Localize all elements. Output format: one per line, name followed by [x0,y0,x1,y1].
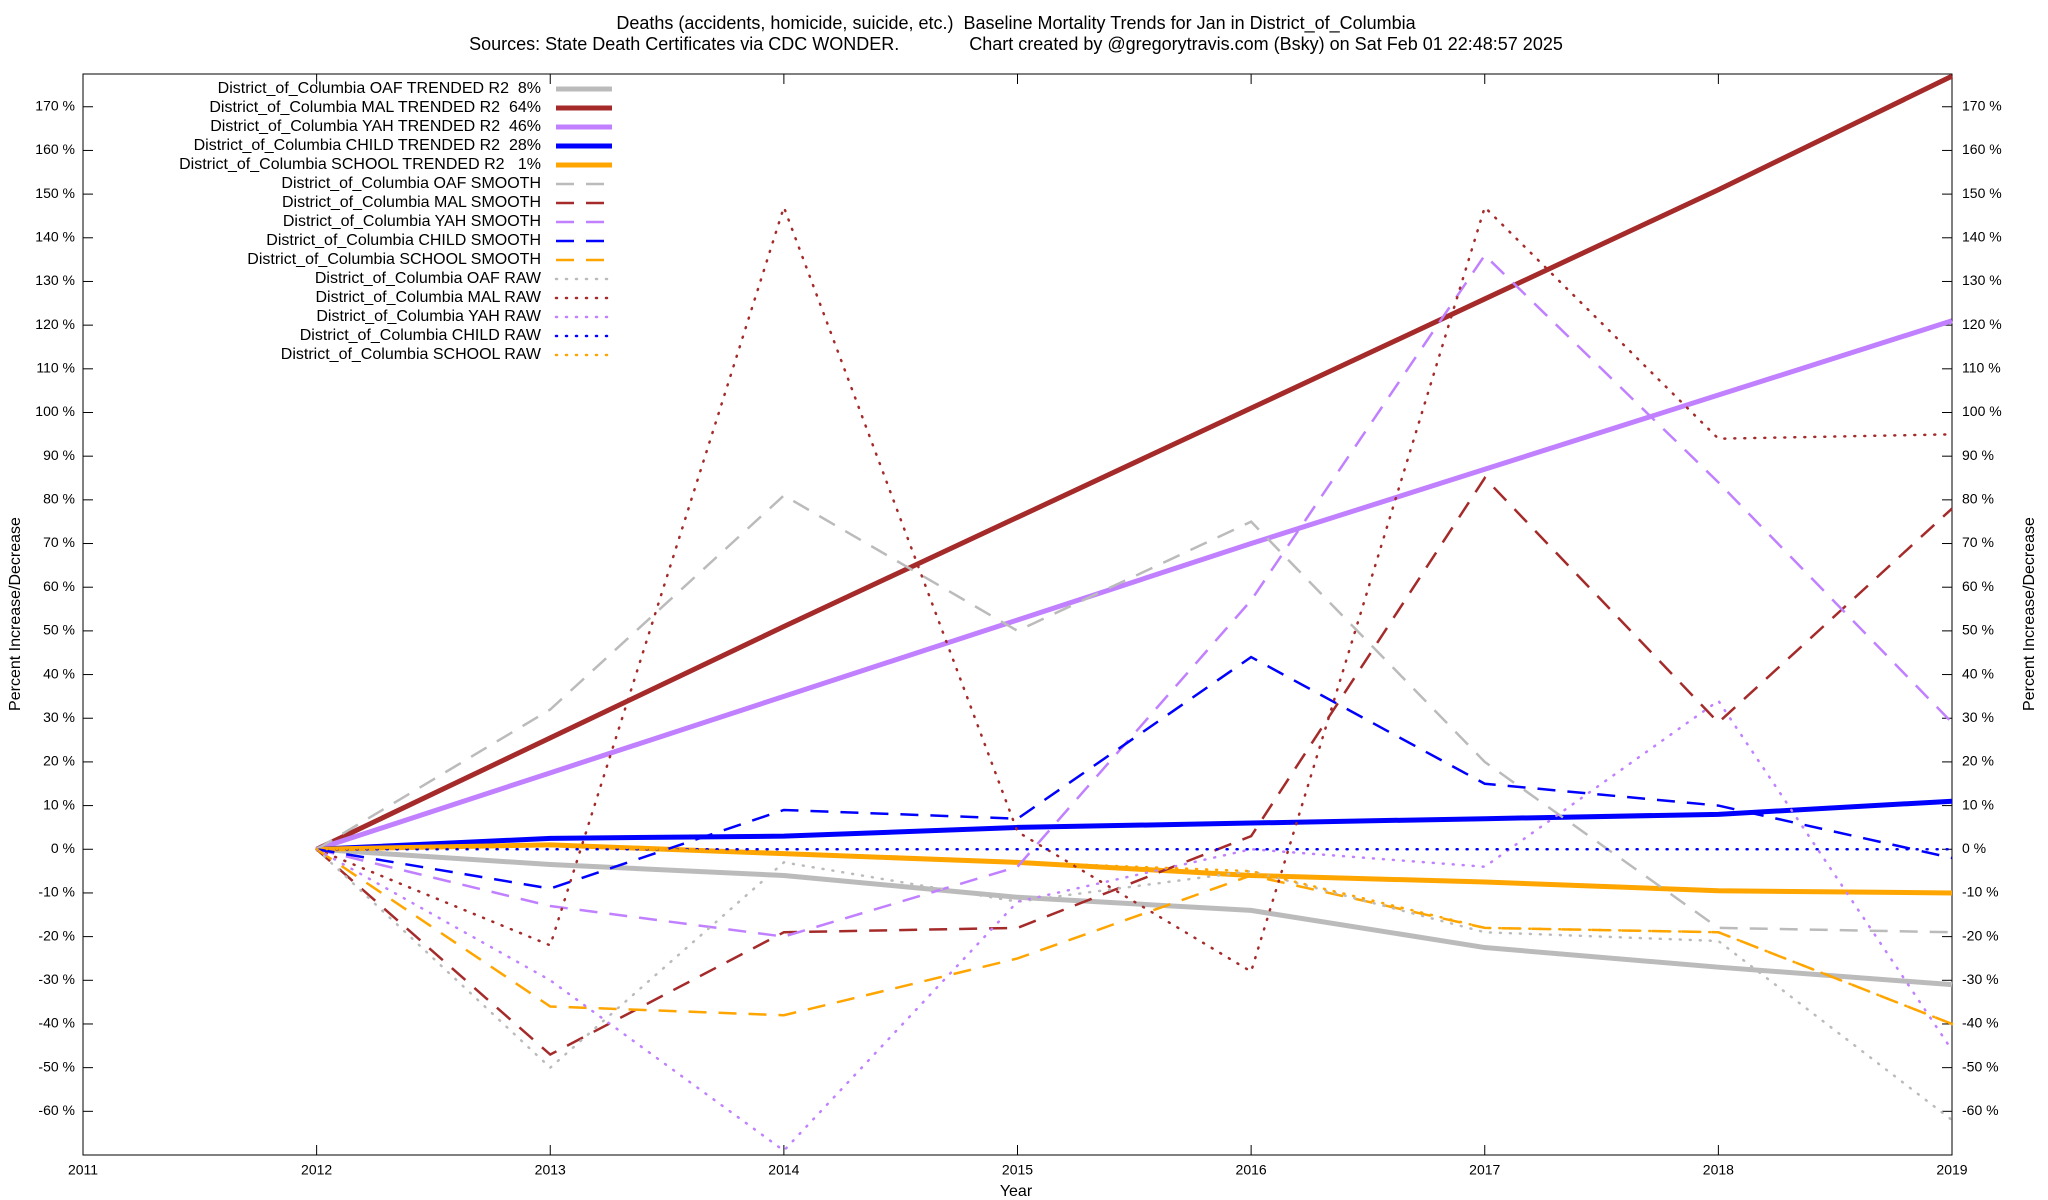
y-tick-label: 140 % [35,228,75,244]
y-tick-label: 0 % [51,840,75,856]
x-axis-label: Year [1000,1183,1033,1200]
y2-tick-label: 50 % [1962,622,1994,638]
series-line [315,318,1953,852]
y2-tick-label: 80 % [1962,491,1994,507]
series-line [316,798,1953,852]
series-line [315,493,1953,934]
y2-tick-label: 140 % [1962,228,2002,244]
y-tick-label: -60 % [38,1102,75,1118]
chart-title: Deaths (accidents, homicide, suicide, et… [616,13,1416,34]
series-line [316,846,1953,988]
x-tick-label: 2016 [1236,1162,1267,1178]
y2-tick-label: 160 % [1962,141,2002,157]
y2-tick-label: -60 % [1962,1102,1999,1118]
y-tick-label: 60 % [43,578,75,594]
x-tick-label: 2014 [768,1162,799,1178]
y2-tick-label: 150 % [1962,185,2002,201]
y2-tick-label: -50 % [1962,1058,1999,1074]
y2-tick-label: 90 % [1962,447,1994,463]
y2-tick-label: 0 % [1962,840,1986,856]
y-tick-label: -50 % [38,1058,75,1074]
series-line [315,843,1954,1026]
y-tick-label: 90 % [43,447,75,463]
x-tick-label: 2015 [1002,1162,1033,1178]
y2-tick-label: 110 % [1962,360,2001,376]
y2-tick-label: 130 % [1962,272,2002,288]
chart-subtitle: Sources: State Death Certificates via CD… [469,34,1563,54]
x-tick-label: 2019 [1936,1162,1967,1178]
legend-label: District_of_Columbia MAL TRENDED R2 64% [209,99,541,116]
legend-label: District_of_Columbia SCHOOL TRENDED R2 1… [179,156,541,173]
y-tick-label: 130 % [35,272,75,288]
series-line [315,203,1954,974]
y2-axis-label: Percent Increase/Decrease [2021,517,2038,711]
y-tick-label: 40 % [43,665,75,681]
y-tick-label: -10 % [38,884,75,900]
y-tick-label: 80 % [43,491,75,507]
y-tick-label: -30 % [38,971,75,987]
y2-tick-label: -30 % [1962,971,1999,987]
legend-label: District_of_Columbia YAH SMOOTH [283,213,541,230]
legend-label: District_of_Columbia SCHOOL SMOOTH [247,251,541,268]
y2-tick-label: 20 % [1962,753,1994,769]
y-tick-label: 30 % [43,709,75,725]
legend-label: District_of_Columbia MAL RAW [315,289,541,306]
x-tick-label: 2013 [535,1162,566,1178]
y2-tick-label: 40 % [1962,665,1994,681]
series-line [316,253,1953,938]
legend-label: District_of_Columbia CHILD RAW [300,327,542,344]
legend-label: District_of_Columbia OAF SMOOTH [281,175,541,192]
y2-tick-label: 170 % [1962,97,2002,113]
y-tick-label: 70 % [43,534,75,550]
y2-tick-label: 60 % [1962,578,1994,594]
x-tick-label: 2017 [1469,1162,1500,1178]
y-tick-label: -40 % [38,1015,75,1031]
series-line [316,842,1953,896]
legend-label: District_of_Columbia CHILD SMOOTH [266,232,541,249]
y2-tick-label: -20 % [1962,927,1999,943]
legend-label: District_of_Columbia OAF RAW [315,270,542,287]
y-tick-label: 20 % [43,753,75,769]
y-tick-label: 100 % [35,403,75,419]
y2-tick-label: 70 % [1962,534,1994,550]
series-line [315,476,1953,1057]
legend-label: District_of_Columbia YAH TRENDED R2 46% [210,118,541,135]
series-line [316,655,1953,890]
x-tick-label: 2018 [1703,1162,1734,1178]
y2-tick-label: 30 % [1962,709,1994,725]
y2-tick-label: 100 % [1962,403,2002,419]
legend-label: District_of_Columbia OAF TRENDED R2 8% [218,80,541,97]
series-line [315,848,1954,1122]
y2-tick-label: 10 % [1962,796,1994,812]
y-axis-label: Percent Increase/Decrease [7,517,24,711]
legend-label: District_of_Columbia CHILD TRENDED R2 28… [194,137,541,154]
series-line [315,73,1954,852]
x-tick-label: 2012 [301,1162,332,1178]
series-line [315,698,1954,1153]
y2-tick-label: 120 % [1962,316,2002,332]
x-tick-label: 2011 [68,1162,98,1178]
y-tick-label: 160 % [35,141,75,157]
series-line [315,848,1953,1026]
legend-label: District_of_Columbia MAL SMOOTH [282,194,541,211]
y-tick-label: 170 % [35,97,75,113]
y-tick-label: 120 % [35,316,75,332]
y-tick-label: 50 % [43,622,75,638]
legend-label: District_of_Columbia YAH RAW [316,308,542,325]
y-tick-label: 10 % [43,796,75,812]
y-tick-label: 110 % [36,360,75,376]
y2-tick-label: -40 % [1962,1015,1999,1031]
legend-label: District_of_Columbia SCHOOL RAW [281,346,542,363]
y-tick-label: -20 % [38,927,75,943]
y2-tick-label: -10 % [1962,884,1999,900]
y-tick-label: 150 % [35,185,75,201]
